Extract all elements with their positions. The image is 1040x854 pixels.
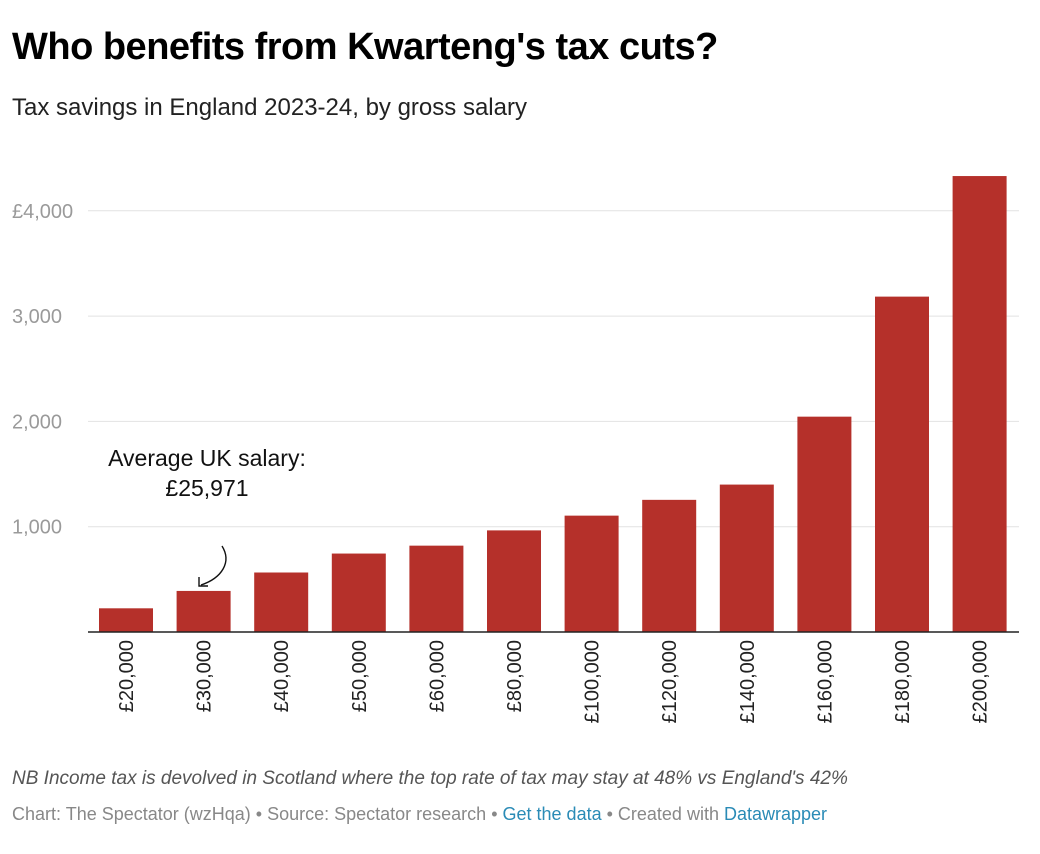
y-tick-label: 1,000 bbox=[12, 517, 62, 539]
x-tick-label: £40,000 bbox=[271, 640, 293, 712]
annotation-line1: Average UK salary: bbox=[108, 445, 306, 471]
annotation-line2: £25,971 bbox=[165, 475, 248, 501]
x-tick-label: £80,000 bbox=[504, 640, 526, 712]
bar-£20,000 bbox=[99, 608, 153, 632]
bar-£100,000 bbox=[564, 515, 619, 632]
bar-£60,000 bbox=[409, 545, 464, 632]
datawrapper-link[interactable]: Datawrapper bbox=[723, 804, 828, 824]
footnote: NB Income tax is devolved in Scotland wh… bbox=[12, 768, 848, 789]
x-tick-label: £60,000 bbox=[426, 640, 448, 712]
x-tick-label: £160,000 bbox=[814, 640, 836, 723]
source-text: Source: Spectator research bbox=[267, 804, 487, 824]
separator: • bbox=[250, 804, 268, 824]
bar-£30,000 bbox=[176, 590, 231, 632]
x-tick-label: £120,000 bbox=[659, 640, 681, 723]
separator: • bbox=[601, 804, 618, 824]
bar-£140,000 bbox=[719, 484, 774, 632]
x-tick-label: £180,000 bbox=[892, 640, 914, 723]
x-tick-label: £30,000 bbox=[194, 640, 216, 712]
x-tick-label: £140,000 bbox=[737, 640, 759, 723]
credit-text: Chart: The Spectator (wzHqa) bbox=[12, 804, 251, 824]
y-tick-label: 2,000 bbox=[12, 411, 62, 433]
x-tick-label: £200,000 bbox=[970, 640, 992, 723]
bar-£40,000 bbox=[254, 572, 309, 632]
created-with-text: Created with bbox=[617, 804, 724, 824]
bar-£180,000 bbox=[875, 296, 929, 632]
x-tick-label: £100,000 bbox=[582, 640, 604, 723]
get-data-link[interactable]: Get the data bbox=[502, 804, 602, 824]
separator: • bbox=[486, 804, 503, 824]
bar-£120,000 bbox=[642, 499, 697, 632]
bar-£200,000 bbox=[952, 176, 1007, 632]
annotation-arrowhead bbox=[198, 577, 208, 587]
annotation-arrow bbox=[200, 545, 227, 586]
y-tick-label: £4,000 bbox=[12, 201, 73, 223]
bar-£50,000 bbox=[331, 553, 386, 632]
bar-£160,000 bbox=[797, 416, 852, 632]
x-tick-label: £50,000 bbox=[349, 640, 371, 712]
bar-£80,000 bbox=[487, 530, 541, 632]
x-tick-label: £20,000 bbox=[116, 640, 138, 712]
chart-title: Who benefits from Kwarteng's tax cuts? bbox=[12, 26, 718, 68]
y-tick-label: 3,000 bbox=[12, 306, 62, 328]
chart-subtitle: Tax savings in England 2023-24, by gross… bbox=[12, 94, 527, 121]
footer-credits: Chart: The Spectator (wzHqa) • Source: S… bbox=[12, 804, 827, 825]
